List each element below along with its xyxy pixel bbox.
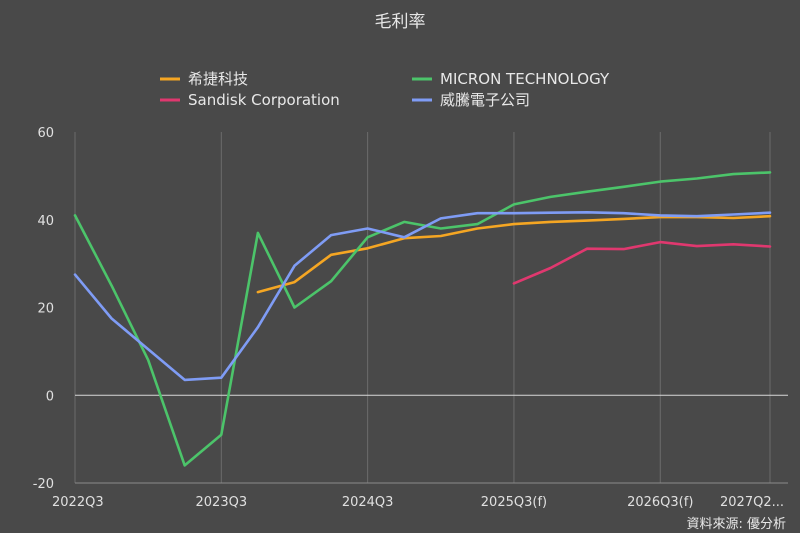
x-tick-label: 2027Q2... — [720, 495, 784, 510]
x-tick-label: 2022Q3 — [52, 495, 104, 510]
series-line — [512, 240, 772, 285]
source-note: 資料來源: 優分析 — [686, 517, 786, 532]
legend-label: 威騰電子公司 — [440, 91, 530, 109]
grid — [74, 132, 788, 484]
y-tick-label: 40 — [37, 214, 54, 229]
x-axis: 2022Q3 2023Q3 2024Q3 2025Q3(f) 2026Q3(f) 2027… — [52, 495, 784, 510]
legend: 希捷科技 MICRON TECHNOLOGY Sandisk Corporation… — [160, 70, 610, 109]
legend-label: Sandisk Corporation — [188, 91, 340, 109]
y-axis: -20 0 20 40 60 — [33, 126, 54, 492]
series-lines — [73, 171, 772, 467]
x-tick-label: 2024Q3 — [342, 495, 394, 510]
legend-label: MICRON TECHNOLOGY — [440, 70, 610, 88]
chart-title: 毛利率 — [375, 12, 426, 32]
legend-label: 希捷科技 — [188, 70, 248, 88]
y-tick-label: 60 — [37, 126, 54, 141]
y-tick-label: 0 — [46, 389, 54, 404]
x-tick-label: 2025Q3(f) — [481, 495, 547, 510]
y-tick-label: 20 — [37, 302, 54, 317]
series-line — [73, 211, 772, 382]
series-line — [73, 171, 772, 467]
x-tick-label: 2026Q3(f) — [627, 495, 693, 510]
x-tick-label: 2023Q3 — [196, 495, 248, 510]
y-tick-label: -20 — [33, 477, 54, 492]
